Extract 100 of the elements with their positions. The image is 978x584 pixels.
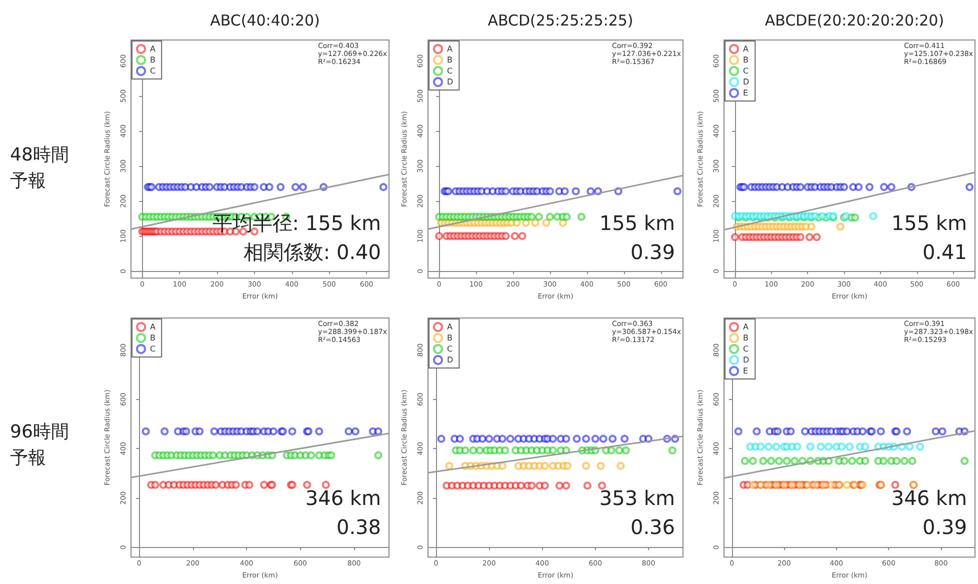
point <box>748 456 757 465</box>
point <box>748 480 757 489</box>
annotation: 相関係数: 0.40 <box>243 240 382 264</box>
point <box>869 212 878 220</box>
point <box>790 456 799 465</box>
point <box>322 480 330 489</box>
point <box>846 442 854 451</box>
point <box>437 434 446 443</box>
point <box>892 456 901 465</box>
annotation: 0.36 <box>630 515 675 539</box>
legend-label: C <box>150 344 156 354</box>
point <box>906 442 914 451</box>
point <box>861 456 870 465</box>
point <box>730 233 739 242</box>
legend-label: D <box>447 356 454 364</box>
point <box>516 482 525 490</box>
legend-label: E <box>743 88 748 98</box>
point <box>900 456 908 465</box>
point <box>756 442 765 451</box>
text: 96時間予報 <box>10 421 69 468</box>
point <box>596 462 605 470</box>
point <box>563 462 572 470</box>
point <box>327 451 336 460</box>
point <box>810 212 819 220</box>
point <box>599 434 608 443</box>
point <box>498 434 506 443</box>
point <box>616 462 625 470</box>
point <box>315 427 324 436</box>
legend-label: A <box>150 44 156 54</box>
point <box>546 212 554 221</box>
point <box>805 233 814 242</box>
point <box>782 456 791 465</box>
point <box>485 434 494 443</box>
point <box>854 183 863 192</box>
point <box>269 427 278 436</box>
point <box>903 427 912 436</box>
point <box>796 183 804 192</box>
point <box>476 446 484 454</box>
point <box>577 212 586 221</box>
point <box>572 434 581 443</box>
point <box>759 456 768 465</box>
point <box>292 183 300 192</box>
point <box>582 462 590 470</box>
legend-label: C <box>447 66 453 76</box>
point <box>351 427 360 436</box>
point <box>456 434 464 443</box>
point <box>245 480 254 489</box>
legend-label: B <box>743 56 748 64</box>
point <box>288 427 296 436</box>
point <box>827 480 836 489</box>
point <box>445 462 454 470</box>
legend-label: C <box>743 344 749 354</box>
point <box>461 446 470 454</box>
point <box>303 480 312 489</box>
point <box>607 446 616 454</box>
point <box>774 427 782 436</box>
point <box>806 442 814 451</box>
legend-label: B <box>743 334 748 342</box>
point <box>182 427 190 436</box>
point <box>772 442 780 451</box>
point <box>540 482 549 490</box>
point <box>562 212 571 221</box>
point <box>812 233 821 242</box>
point <box>548 446 557 454</box>
point <box>842 480 851 489</box>
annotation: 0.39 <box>922 515 967 539</box>
point <box>506 434 514 443</box>
point <box>583 482 592 490</box>
point <box>374 427 382 436</box>
point <box>560 187 569 196</box>
chart-title: ABCDE(20:20:20:20:20) <box>764 12 944 30</box>
point <box>151 480 160 489</box>
point <box>160 427 169 436</box>
legend-label: A <box>447 44 453 54</box>
point <box>793 442 802 451</box>
point <box>435 232 444 240</box>
point <box>818 212 826 220</box>
point <box>142 427 150 436</box>
point <box>531 218 540 227</box>
legend-label: B <box>447 56 452 64</box>
point <box>816 442 825 451</box>
point <box>879 456 888 465</box>
point <box>836 222 844 231</box>
point <box>206 183 214 192</box>
legend-label: A <box>743 44 749 54</box>
point <box>752 427 761 436</box>
point <box>208 451 217 460</box>
point <box>548 434 557 443</box>
legend-label: B <box>447 334 452 342</box>
point <box>838 442 846 451</box>
point <box>518 232 526 240</box>
point <box>558 218 567 227</box>
point <box>510 232 519 240</box>
annotation: 346 km <box>305 486 382 510</box>
point <box>265 183 274 192</box>
point <box>916 442 924 451</box>
point <box>534 212 543 221</box>
annotation: 155 km <box>599 211 676 235</box>
point <box>374 451 382 460</box>
point <box>501 446 510 454</box>
